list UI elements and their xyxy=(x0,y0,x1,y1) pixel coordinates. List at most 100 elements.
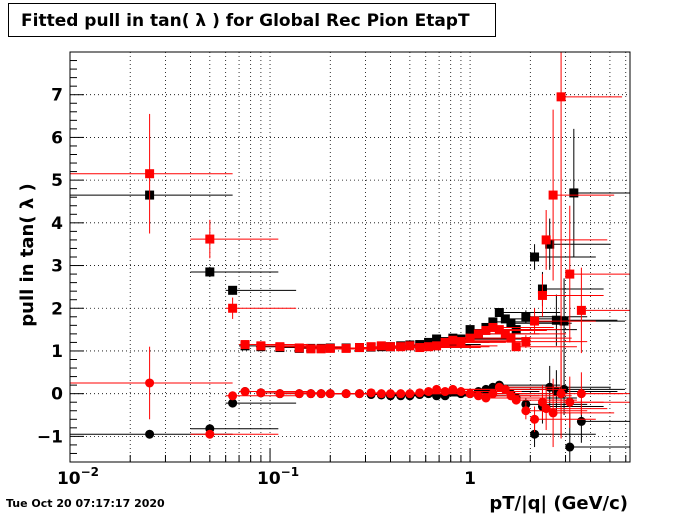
y-tick-label: 4 xyxy=(51,214,63,234)
data-point-square xyxy=(511,342,521,352)
data-point-square xyxy=(240,340,250,350)
data-point-circle xyxy=(530,429,540,439)
data-point-square xyxy=(306,344,316,354)
data-point-square xyxy=(521,312,531,322)
data-point-square xyxy=(548,190,558,200)
axes: −1 0 1 2 3 4 5 6 7 10−2 10−1 1 xyxy=(37,51,627,489)
x-tick-label: 1 xyxy=(464,469,476,489)
data-point-square xyxy=(541,235,551,245)
data-point-square xyxy=(415,343,425,353)
data-point-circle xyxy=(341,389,351,399)
data-point-square xyxy=(500,329,510,339)
y-axis-title: pull in tan( λ ) xyxy=(17,183,38,327)
y-tick-label: 0 xyxy=(51,385,63,405)
data-point-square xyxy=(354,343,364,353)
data-point-circle xyxy=(228,391,238,401)
data-point-circle xyxy=(294,389,304,399)
data-point-square xyxy=(565,269,575,279)
timestamp-footer: Tue Oct 20 07:17:17 2020 xyxy=(6,497,165,510)
data-point-square xyxy=(488,322,498,332)
data-point-circle xyxy=(316,389,326,399)
data-point-square xyxy=(432,341,442,351)
data-point-square xyxy=(366,342,376,352)
data-point-circle xyxy=(275,389,285,399)
data-point-square xyxy=(205,267,215,277)
data-point-square xyxy=(551,315,561,325)
data-point-circle xyxy=(366,388,376,398)
data-point-square xyxy=(506,318,516,328)
data-point-square xyxy=(530,252,540,262)
data-point-square xyxy=(316,344,326,354)
data-point-square xyxy=(294,343,304,353)
data-point-circle xyxy=(385,389,395,399)
data-point-circle xyxy=(565,397,575,407)
data-point-square xyxy=(385,342,395,352)
data-point-square xyxy=(481,325,491,335)
y-tick-label: 5 xyxy=(51,171,63,191)
data-point-circle xyxy=(396,389,406,399)
data-point-square xyxy=(456,337,466,347)
data-point-square xyxy=(440,337,450,347)
data-point-circle xyxy=(576,389,586,399)
data-marks xyxy=(70,52,630,462)
data-point-circle xyxy=(500,384,510,394)
data-point-circle xyxy=(205,429,215,439)
data-point-square xyxy=(405,341,415,351)
data-point-square xyxy=(521,337,531,347)
x-tick-label: 10−1 xyxy=(257,465,299,489)
data-point-square xyxy=(500,314,510,324)
data-point-square xyxy=(228,285,238,295)
data-point-square xyxy=(494,325,504,335)
chart-title: Fitted pull in tan( λ ) for Global Rec P… xyxy=(21,11,470,31)
data-point-square xyxy=(376,341,386,351)
data-point-circle xyxy=(424,387,434,397)
data-point-square xyxy=(465,325,475,335)
data-point-square xyxy=(145,169,155,179)
data-point-circle xyxy=(376,389,386,399)
data-point-circle xyxy=(325,389,335,399)
data-point-circle xyxy=(354,389,364,399)
data-point-circle xyxy=(440,387,450,397)
data-point-circle xyxy=(145,378,155,388)
data-point-square xyxy=(576,305,586,315)
data-point-square xyxy=(256,341,266,351)
data-point-square xyxy=(465,333,475,343)
data-point-circle xyxy=(306,389,316,399)
data-point-square xyxy=(325,343,335,353)
y-tick-label: 7 xyxy=(51,86,63,106)
data-point-circle xyxy=(576,416,586,426)
y-tick-label: 1 xyxy=(51,342,63,362)
data-point-square xyxy=(205,234,215,244)
data-point-square xyxy=(448,335,458,345)
data-point-square xyxy=(228,303,238,313)
data-point-circle xyxy=(256,388,266,398)
data-point-circle xyxy=(405,389,415,399)
data-point-square xyxy=(424,342,434,352)
data-point-square xyxy=(506,333,516,343)
data-point-circle xyxy=(565,442,575,452)
data-point-square xyxy=(341,343,351,353)
y-tick-label: 6 xyxy=(51,128,63,148)
y-tick-label: −1 xyxy=(37,427,63,447)
data-point-circle xyxy=(465,389,475,399)
data-point-circle xyxy=(415,388,425,398)
data-point-circle xyxy=(511,395,521,405)
data-point-circle xyxy=(488,389,498,399)
data-point-square xyxy=(556,92,566,102)
data-point-square xyxy=(275,342,285,352)
data-point-square xyxy=(494,308,504,318)
data-point-circle xyxy=(432,384,442,394)
chart-title-box: Fitted pull in tan( λ ) for Global Rec P… xyxy=(8,3,496,37)
data-point-circle xyxy=(228,398,238,408)
data-point-circle xyxy=(548,408,558,418)
data-point-circle xyxy=(530,414,540,424)
data-point-circle xyxy=(240,387,250,397)
y-tick-label: 2 xyxy=(51,299,63,319)
data-point-square xyxy=(432,334,442,344)
data-point-circle xyxy=(145,429,155,439)
data-point-circle xyxy=(541,404,551,414)
data-point-square xyxy=(537,290,547,300)
data-point-square xyxy=(473,329,483,339)
x-tick-label: 10−2 xyxy=(57,465,99,489)
